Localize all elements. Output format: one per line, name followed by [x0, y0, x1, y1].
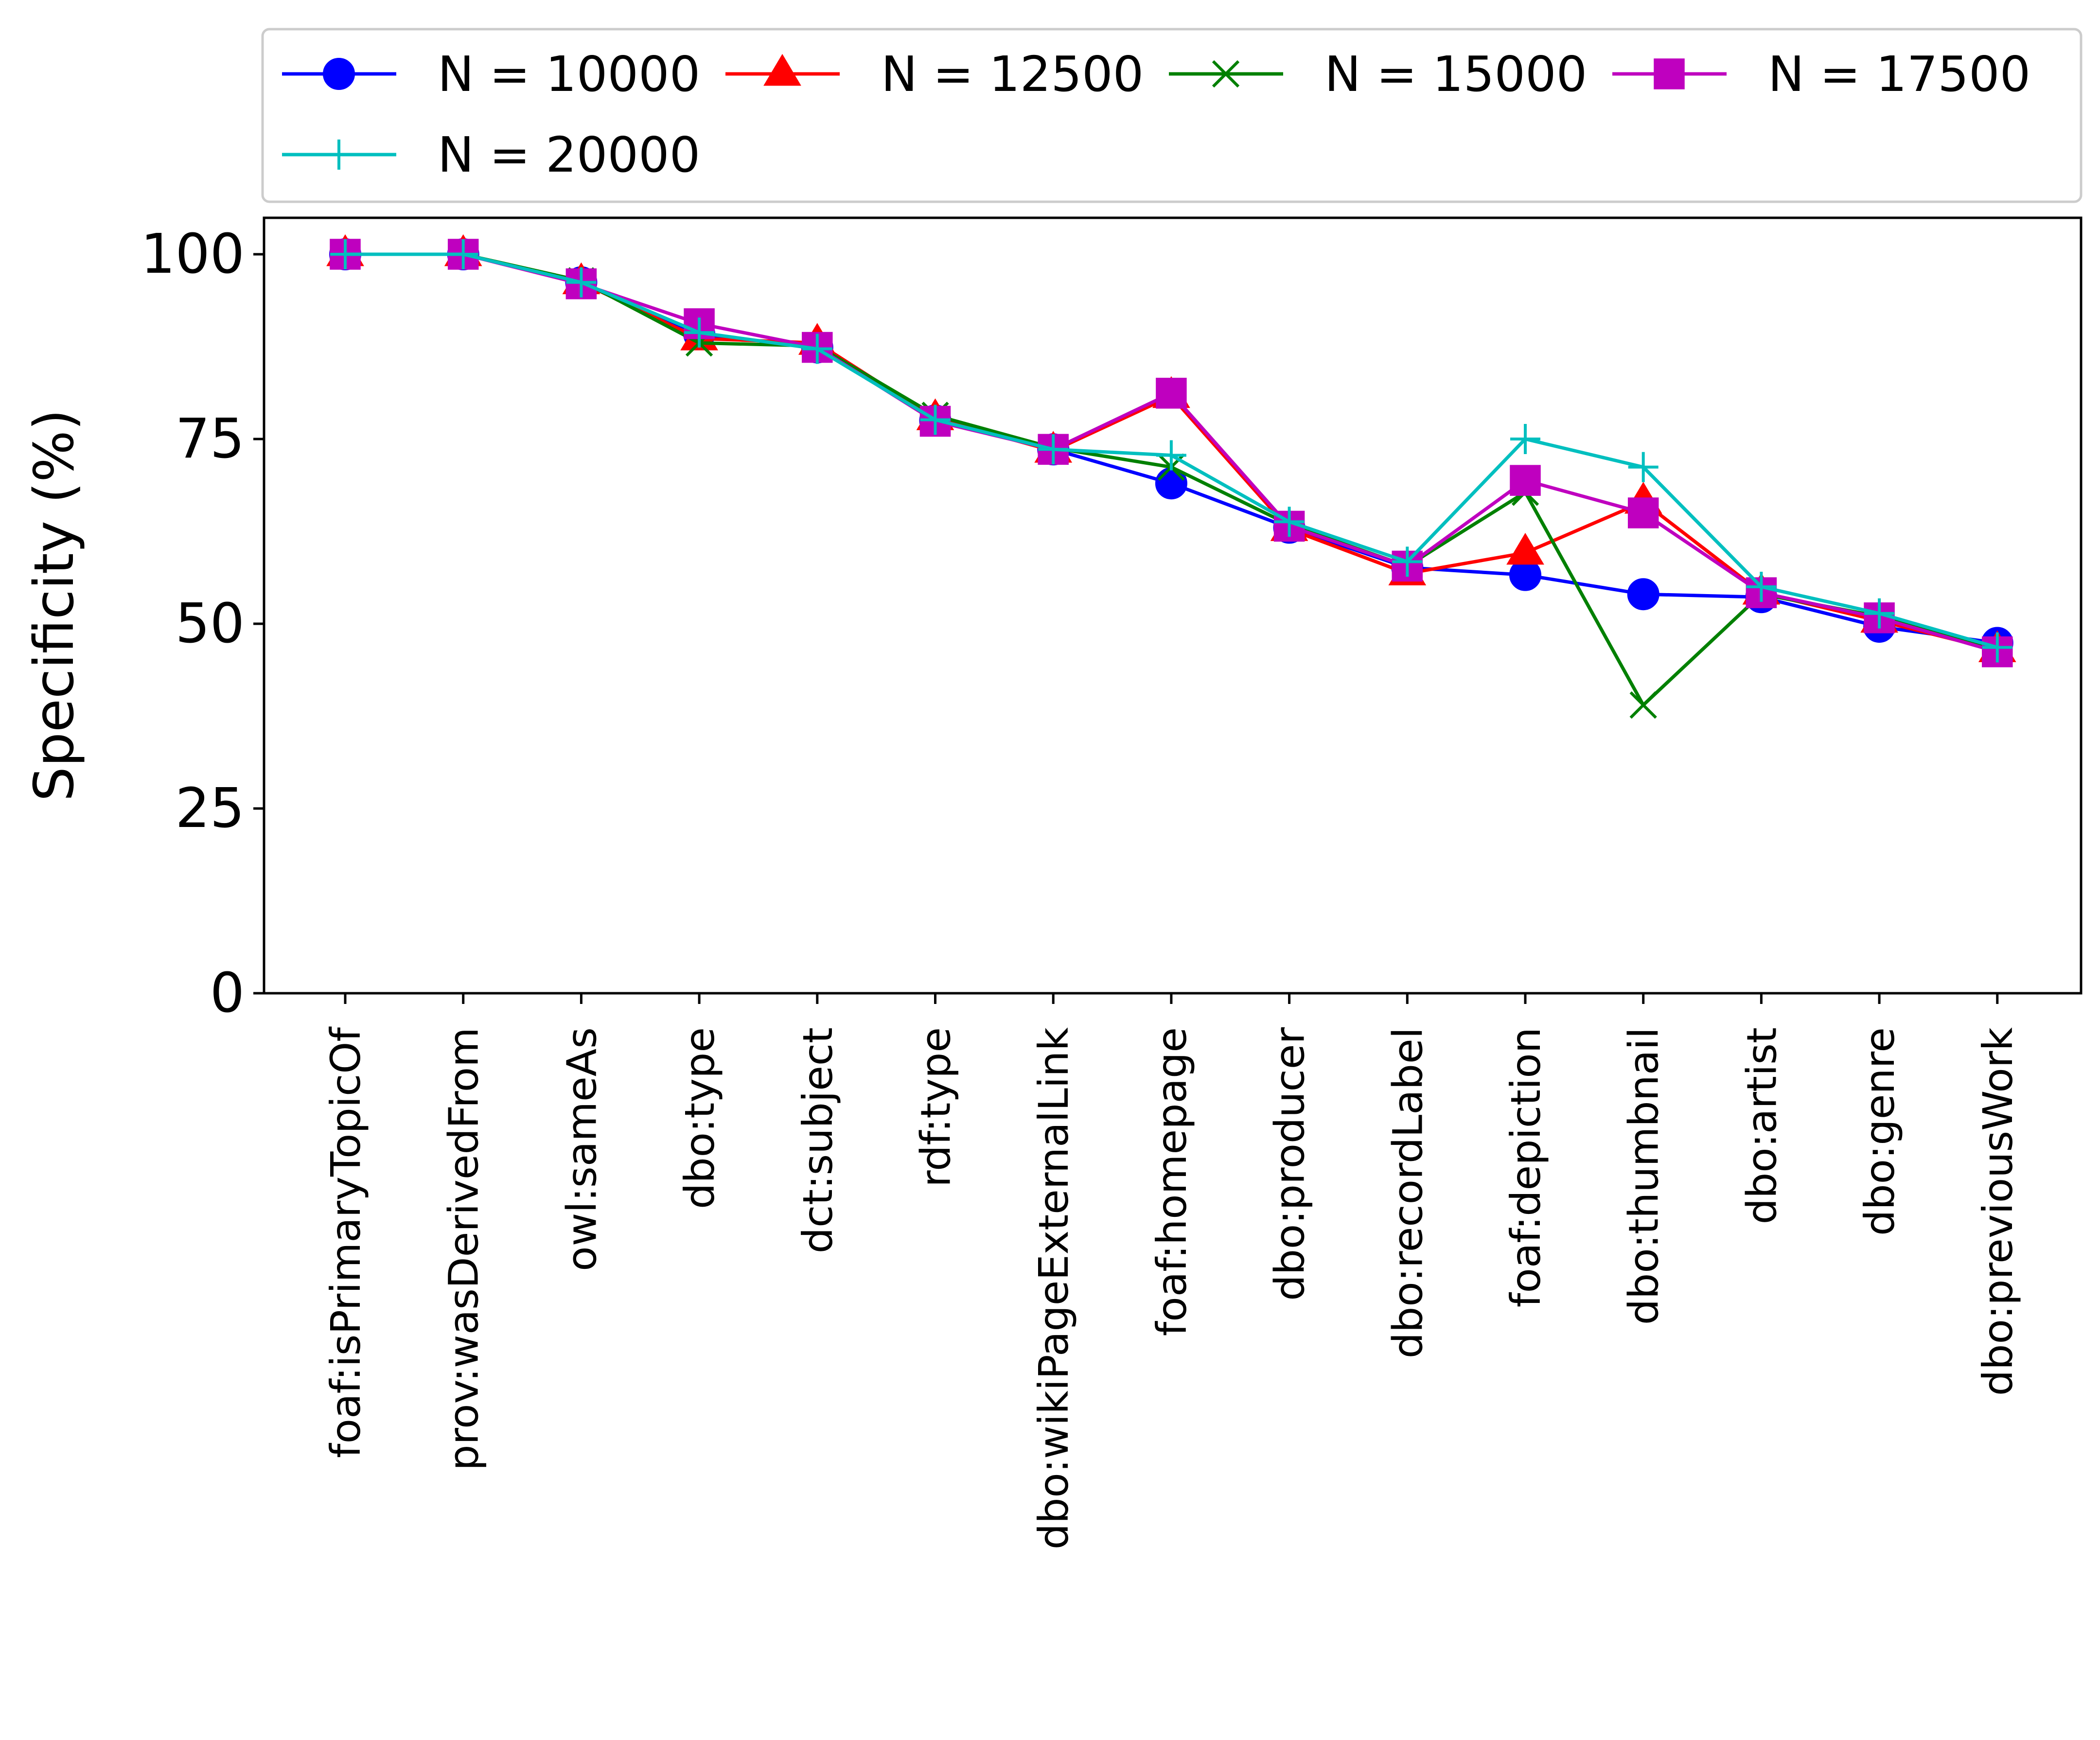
data-point	[1156, 440, 1186, 471]
data-point	[1156, 378, 1187, 409]
y-tick-label: 100	[141, 223, 245, 286]
x-tick-label: dbo:recordLabel	[1384, 1027, 1431, 1358]
legend-item: N = 10000	[282, 46, 700, 103]
x-tick-label: dbo:previousWork	[1974, 1027, 2022, 1396]
legend-item: N = 12500	[725, 46, 1144, 103]
data-point	[1392, 546, 1423, 577]
series-5	[330, 239, 2012, 663]
y-tick-label: 75	[175, 407, 245, 471]
x-tick-label: rdf:type	[912, 1027, 960, 1187]
x-tick-label: owl:sameAs	[558, 1027, 605, 1271]
legend-label: N = 17500	[1768, 46, 2030, 103]
data-point	[448, 239, 478, 269]
x-tick-label: dbo:artist	[1738, 1027, 1785, 1224]
x-tick-label: foaf:homepage	[1148, 1027, 1196, 1336]
data-point	[1510, 424, 1540, 454]
x-tick-label: dbo:genre	[1856, 1027, 1904, 1236]
x-tick-label: dbo:wikiPageExternalLink	[1030, 1027, 1077, 1550]
data-point	[1982, 632, 2012, 663]
data-point	[1510, 465, 1541, 496]
data-point	[1627, 578, 1659, 611]
legend-marker	[1654, 58, 1685, 89]
legend-label: N = 20000	[438, 126, 700, 183]
x-tick-label: dbo:thumbnail	[1620, 1027, 1668, 1325]
x-tick-label: dbo:producer	[1266, 1027, 1314, 1301]
data-point	[1746, 572, 1777, 602]
legend-item: N = 17500	[1612, 46, 2030, 103]
data-point	[1864, 598, 1895, 629]
y-tick-label: 25	[175, 777, 245, 840]
legend-marker	[324, 140, 354, 170]
y-tick-label: 0	[210, 962, 245, 1025]
x-tick-label: prov:wasDerivedFrom	[440, 1027, 488, 1471]
data-point	[1038, 434, 1069, 465]
legend-label: N = 12500	[881, 46, 1144, 103]
y-tick-label: 50	[175, 592, 245, 655]
data-point	[1629, 691, 1657, 719]
y-axis-label: Specificity (%)	[23, 409, 86, 802]
data-point	[1274, 507, 1305, 537]
data-point	[920, 404, 951, 435]
data-point	[1627, 497, 1659, 528]
data-point	[802, 334, 832, 364]
x-tick-label: dct:subject	[794, 1027, 842, 1253]
legend-marker	[763, 53, 801, 86]
legend-marker	[323, 58, 355, 90]
x-axis: foaf:isPrimaryTopicOf prov:wasDerivedFrom…	[322, 993, 2022, 1549]
legend-label: N = 10000	[438, 46, 700, 103]
data-point	[330, 239, 360, 269]
legend-item: N = 15000	[1169, 46, 1587, 103]
x-tick-label: dbo:type	[676, 1027, 724, 1209]
legend: N = 10000 N = 12500 N = 15000 N = 17500 N = …	[261, 28, 2082, 203]
data-point	[1628, 452, 1659, 482]
plot-frame	[263, 216, 2082, 995]
plot-area: 0 25 50 75 100 foaf:isPrimaryTopicOf prov:was…	[141, 216, 2082, 1549]
legend-label: N = 15000	[1324, 46, 1587, 103]
x-tick-label: foaf:isPrimaryTopicOf	[322, 1026, 370, 1458]
legend-marker	[1212, 60, 1240, 88]
x-tick-label: foaf:depiction	[1502, 1027, 1550, 1307]
data-point	[1506, 532, 1544, 565]
legend-item: N = 20000	[282, 126, 700, 183]
data-point	[566, 267, 597, 298]
data-point	[684, 317, 715, 348]
y-axis: 0 25 50 75 100	[141, 223, 264, 1025]
